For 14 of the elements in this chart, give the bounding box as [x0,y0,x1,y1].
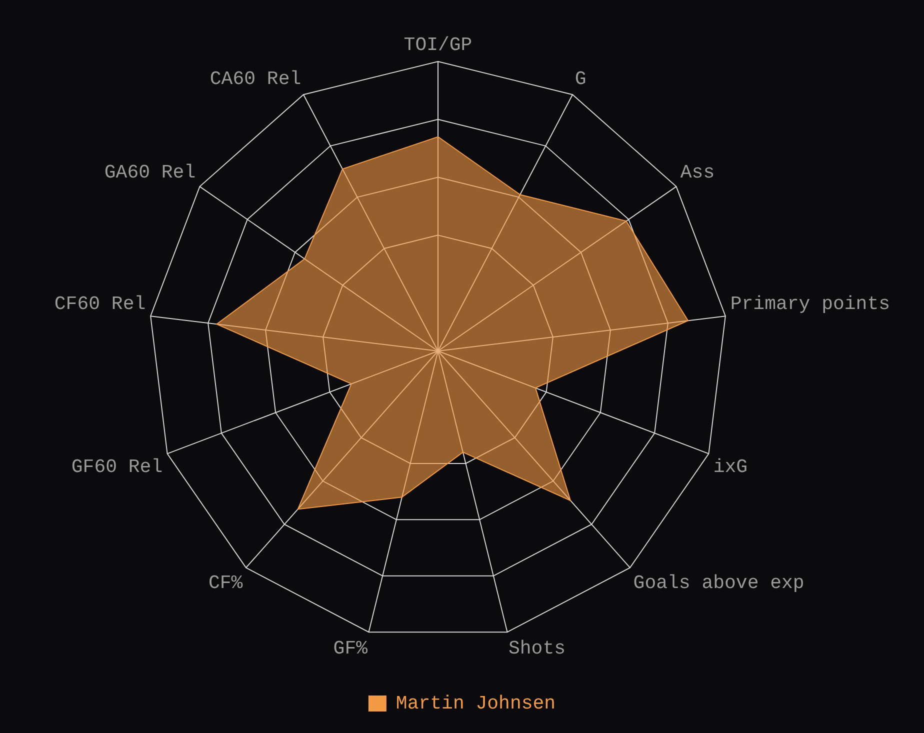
spoke-label: Goals above exp [633,572,804,594]
legend-label: Martin Johnsen [396,692,556,715]
spoke-label: Ass [680,161,715,184]
spoke-label: ixG [713,456,748,478]
spoke-label: CA60 Rel [210,68,302,90]
spoke-label: GF60 Rel [71,456,163,478]
spoke-label: GF% [333,637,368,660]
spoke-label: Shots [508,637,566,660]
spoke-label: CF60 Rel [54,293,146,316]
spoke-label: GA60 Rel [104,161,196,184]
spoke-label: CF% [208,572,244,594]
spoke-label: Primary points [730,293,890,316]
spoke-label: TOI/GP [404,34,472,56]
spoke-label: G [574,68,586,90]
